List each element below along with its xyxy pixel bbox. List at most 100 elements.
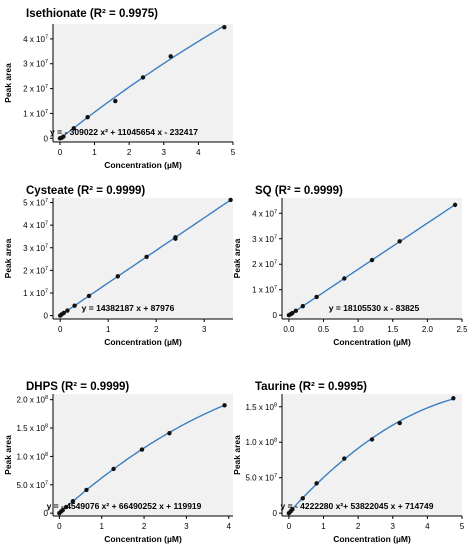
y-tick-label: 0 (44, 509, 49, 518)
chart-panel-1: Isethionate (R² = 0.9975)0 1 2 3 4 501 x 1072… (3, 8, 236, 170)
x-tick-label: 3 (162, 148, 167, 157)
y-tick-label-exponent: 7 (45, 34, 48, 40)
y-tick-label-exponent: 7 (45, 288, 48, 294)
y-tick-label: 4 x 107 (23, 34, 48, 44)
data-point (140, 75, 146, 80)
data-point (167, 430, 172, 436)
chart-title: Taurine (R² = 0.9995) (255, 381, 367, 393)
y-tick-label-base: 1 x 10 (23, 109, 45, 118)
y-tick-label: 2 x 107 (23, 266, 48, 276)
y-tick-label-base: 1.5 x 10 (16, 424, 45, 433)
data-point (61, 310, 66, 316)
data-point (342, 456, 347, 461)
y-tick-label: 3 x 107 (23, 59, 48, 69)
chart-title: Cysteate (R² = 0.9999) (26, 185, 145, 197)
y-tick-label: 2 x 107 (23, 84, 48, 94)
y-tick-label-base: 5.0 x 10 (16, 481, 45, 490)
data-point (86, 293, 92, 299)
y-tick-label: 3 x 107 (23, 243, 48, 253)
data-point (369, 437, 375, 442)
data-point (168, 54, 173, 59)
x-tick-label: 4 (196, 148, 201, 157)
plot-area (282, 394, 462, 516)
chart-panel-5: Taurine (R² = 0.9995) 0 1 2 3 4 5 0 5.0 x 107 1.0… (232, 381, 465, 544)
y-tick-label-exponent: 8 (274, 438, 277, 444)
y-tick-label: 0 (273, 509, 278, 518)
fit-equation: y = 14382187 x + 87976 (82, 303, 175, 313)
y-tick-label-base: 0 (273, 311, 278, 320)
x-tick-label: 0.0 (283, 325, 295, 334)
fit-equation: y = - 309022 x² + 11045654 x - 232417 (50, 127, 198, 137)
x-tick-label: 1 (99, 522, 104, 531)
data-point (369, 257, 375, 263)
y-tick-label-exponent: 7 (274, 473, 277, 479)
data-point (397, 420, 402, 426)
data-point (85, 114, 90, 120)
data-point (139, 447, 145, 452)
y-tick-label-exponent: 7 (274, 234, 277, 240)
plot-area (53, 24, 233, 142)
data-point (60, 507, 65, 513)
y-tick-label-base: 3 x 10 (23, 60, 45, 69)
x-tick-label: 3 (202, 325, 207, 334)
y-tick-label: 1 x 107 (23, 288, 48, 298)
chart-title: SQ (R² = 0.9999) (255, 185, 343, 197)
data-point (451, 396, 456, 401)
x-tick-label: 2 (356, 522, 361, 531)
data-point (290, 507, 295, 512)
y-tick-label-exponent: 8 (45, 395, 48, 401)
y-tick-label-exponent: 7 (45, 59, 48, 65)
data-point (228, 197, 233, 203)
x-axis-label: Concentration (µM) (333, 337, 411, 347)
x-tick-label: 3 (391, 522, 396, 531)
y-tick-label: 4 x 107 (23, 221, 48, 231)
x-tick-label: 4 (425, 522, 430, 531)
y-tick-label-base: 2 x 10 (23, 85, 45, 94)
x-tick-label: 4 (227, 522, 232, 531)
x-tick-label: 3 (184, 522, 189, 531)
x-tick-label: 1 (321, 522, 326, 531)
data-point (63, 504, 69, 510)
y-tick-label: 1 x 107 (23, 109, 48, 119)
y-axis-label: Peak area (3, 238, 13, 278)
data-point (173, 235, 178, 240)
y-tick-label-exponent: 7 (45, 266, 48, 272)
y-tick-label-exponent: 7 (274, 209, 277, 215)
y-tick-label: 0 (44, 312, 49, 321)
x-tick-label: 2 (127, 148, 132, 157)
x-tick-label: 0 (58, 148, 63, 157)
x-axis-label: Concentration (µM) (104, 337, 182, 347)
y-tick-label-base: 2 x 10 (252, 260, 274, 269)
y-tick-label-base: 4 x 10 (23, 35, 45, 44)
y-tick-label-base: 3 x 10 (23, 244, 45, 253)
y-tick-label-base: 1 x 10 (252, 286, 274, 295)
fit-equation: y = 18105530 x - 83825 (329, 303, 420, 313)
data-point (222, 403, 227, 408)
data-point (290, 310, 295, 316)
y-tick-label-exponent: 7 (274, 285, 277, 291)
y-tick-label-exponent: 7 (45, 243, 48, 249)
data-point (293, 308, 299, 314)
y-tick-label: 0 (44, 134, 49, 143)
x-tick-label: 5 (460, 522, 465, 531)
x-axis-label: Concentration (µM) (104, 534, 182, 544)
y-tick-label: 5 x 107 (23, 198, 48, 208)
x-axis-label: Concentration (µM) (104, 160, 182, 170)
y-tick-label-base: 1.0 x 10 (16, 452, 45, 461)
y-tick-label-base: 2 x 10 (23, 266, 45, 275)
y-tick-label: 5.0 x 107 (16, 480, 48, 490)
data-point (452, 202, 458, 208)
x-tick-label: 1 (92, 148, 97, 157)
y-tick-label-exponent: 8 (274, 402, 277, 408)
y-tick-label-base: 5.0 x 10 (245, 474, 274, 483)
fit-equation: y = - 4222280 x²+ 53822045 x + 714749 (281, 501, 434, 511)
y-axis-label: Peak area (232, 435, 242, 475)
y-tick-label-exponent: 8 (45, 424, 48, 430)
data-point (84, 487, 89, 493)
y-tick-label-base: 0 (44, 509, 49, 518)
data-point (342, 276, 347, 281)
x-tick-label: 2 (142, 522, 147, 531)
y-tick-label-base: 0 (44, 134, 49, 143)
x-axis-label: Concentration (µM) (333, 534, 411, 544)
